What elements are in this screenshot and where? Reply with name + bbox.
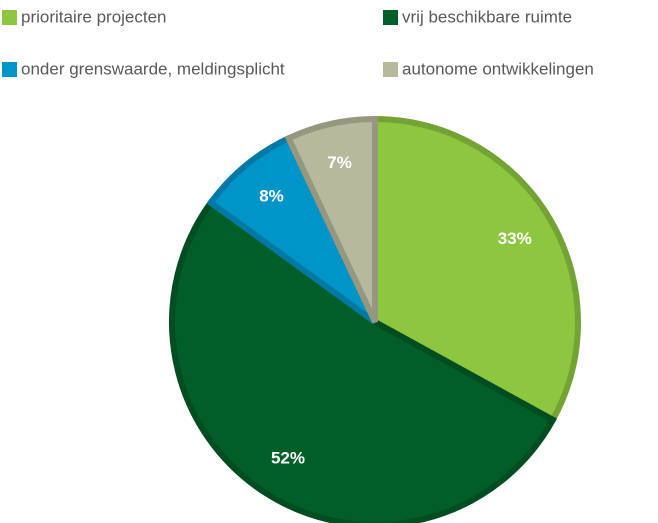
data-label: 33% (498, 229, 532, 248)
pie-slice (169, 198, 557, 523)
legend-swatch (2, 10, 17, 25)
legend-swatch (383, 62, 398, 77)
legend-swatch (2, 62, 17, 77)
legend-label: autonome ontwikkelingen (402, 59, 594, 78)
pie-slice (372, 115, 581, 424)
data-label: 7% (327, 153, 352, 172)
pie-slice (284, 115, 378, 324)
data-label: 52% (271, 449, 305, 468)
legend-swatch (383, 10, 398, 25)
data-label: 8% (259, 186, 284, 205)
legend-label: onder grenswaarde, meldingsplicht (21, 59, 285, 78)
legend-label: vrij beschikbare ruimte (402, 7, 572, 26)
legend-label: prioritaire projecten (21, 7, 167, 26)
